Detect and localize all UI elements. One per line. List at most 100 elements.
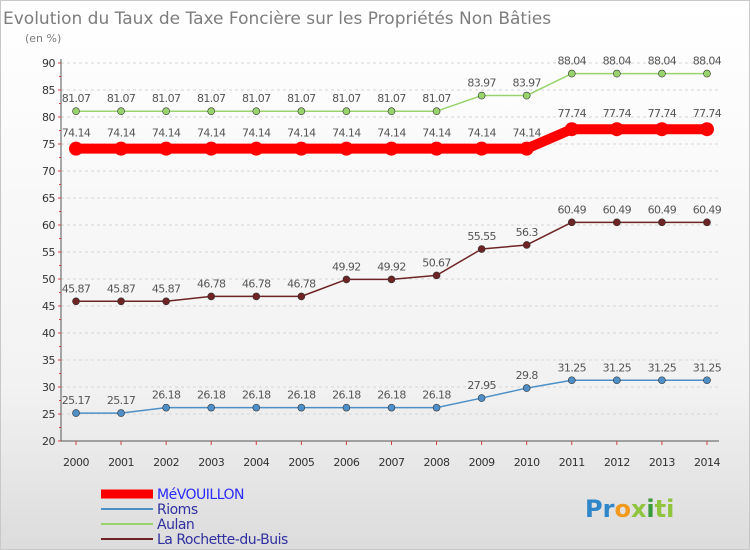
data-label-aulan-2009: 83.97 bbox=[467, 77, 496, 90]
data-label-rochette-2011: 60.49 bbox=[558, 203, 587, 216]
series-mevouillon: 74.14 74.14 74.14 74.14 74.14 74.14 74.14 74.14… bbox=[62, 107, 722, 156]
data-label-aulan-2002: 81.07 bbox=[152, 92, 181, 105]
data-label-rioms-2005: 26.18 bbox=[287, 389, 316, 402]
y-tick-label: 55 bbox=[42, 246, 55, 259]
data-label-rioms-2007: 26.18 bbox=[377, 389, 406, 402]
data-label-rioms-2012: 31.25 bbox=[603, 361, 632, 374]
chart-subtitle: (en %) bbox=[25, 32, 61, 45]
x-tick-label: 2010 bbox=[514, 456, 540, 469]
logo-letter: x bbox=[631, 495, 647, 523]
data-label-mevouillon-2003: 74.14 bbox=[197, 127, 226, 140]
y-tick-label: 75 bbox=[42, 138, 55, 151]
data-point-rioms-2014 bbox=[703, 376, 711, 385]
y-tick-label: 80 bbox=[42, 111, 55, 124]
data-point-aulan-2007 bbox=[387, 107, 396, 116]
data-point-mevouillon-2009 bbox=[474, 141, 489, 156]
data-label-aulan-2006: 81.07 bbox=[332, 92, 361, 105]
data-label-aulan-2007: 81.07 bbox=[377, 92, 406, 105]
data-point-rochette-2010 bbox=[522, 241, 531, 249]
data-point-rochette-2000 bbox=[72, 297, 80, 306]
data-label-mevouillon-2010: 74.14 bbox=[512, 127, 541, 140]
y-tick-label: 65 bbox=[42, 192, 55, 205]
x-tick-label: 2014 bbox=[694, 456, 720, 469]
x-tick-label: 2001 bbox=[108, 456, 134, 469]
data-point-rioms-2007 bbox=[387, 403, 396, 412]
data-label-aulan-2003: 81.07 bbox=[197, 92, 226, 105]
data-point-aulan-2014 bbox=[703, 69, 711, 78]
data-point-rochette-2005 bbox=[297, 292, 306, 301]
data-label-mevouillon-2005: 74.14 bbox=[287, 127, 316, 140]
logo-letter: i bbox=[646, 495, 654, 523]
x-tick-label: 2009 bbox=[469, 456, 495, 469]
data-point-rioms-2004 bbox=[252, 403, 261, 412]
data-label-rochette-2000: 45.87 bbox=[62, 282, 91, 295]
y-tick-label: 30 bbox=[42, 381, 55, 394]
y-tick-label: 90 bbox=[42, 57, 55, 70]
y-tick-label: 45 bbox=[42, 300, 55, 313]
data-label-rioms-2009: 27.95 bbox=[467, 379, 496, 392]
logo-letter: o bbox=[614, 495, 631, 523]
data-label-rioms-2010: 29.8 bbox=[516, 369, 539, 382]
data-label-rochette-2010: 56.3 bbox=[516, 226, 539, 239]
y-tick-label: 25 bbox=[42, 408, 55, 421]
data-label-rochette-2002: 45.87 bbox=[152, 282, 181, 295]
data-point-rioms-2011 bbox=[567, 376, 576, 385]
data-point-mevouillon-2003 bbox=[204, 141, 219, 156]
data-label-mevouillon-2000: 74.14 bbox=[62, 127, 91, 140]
data-point-mevouillon-2008 bbox=[429, 141, 444, 156]
data-point-aulan-2011 bbox=[567, 69, 576, 78]
data-point-mevouillon-2012 bbox=[609, 122, 624, 137]
data-label-aulan-2011: 88.04 bbox=[558, 55, 587, 68]
data-label-rioms-2006: 26.18 bbox=[332, 389, 361, 402]
data-point-rioms-2008 bbox=[432, 403, 441, 412]
data-point-rioms-2002 bbox=[162, 403, 170, 412]
logo-letter: r bbox=[603, 495, 615, 523]
y-tick-label: 60 bbox=[42, 219, 55, 232]
data-point-mevouillon-2005 bbox=[294, 141, 309, 156]
y-tick-label: 35 bbox=[42, 354, 55, 367]
y-tick-label: 20 bbox=[42, 435, 55, 448]
data-label-rochette-2008: 50.67 bbox=[422, 256, 451, 269]
grid-lines bbox=[61, 62, 719, 442]
data-label-rioms-2013: 31.25 bbox=[648, 361, 677, 374]
x-tick-label: 2005 bbox=[288, 456, 314, 469]
data-label-aulan-2010: 83.97 bbox=[512, 77, 541, 90]
data-point-rioms-2003 bbox=[207, 403, 216, 412]
data-point-mevouillon-2004 bbox=[249, 141, 264, 156]
data-point-rioms-2006 bbox=[342, 403, 351, 412]
data-point-rochette-2007 bbox=[387, 275, 396, 284]
legend-label-aulan: Aulan bbox=[157, 517, 194, 533]
y-tick-label: 40 bbox=[42, 327, 55, 340]
data-point-rioms-2001 bbox=[117, 409, 125, 417]
data-point-aulan-2006 bbox=[342, 107, 351, 116]
data-point-mevouillon-2007 bbox=[384, 141, 399, 156]
data-label-mevouillon-2007: 74.14 bbox=[377, 127, 406, 140]
data-label-rochette-2014: 60.49 bbox=[693, 203, 722, 216]
data-point-rochette-2006 bbox=[342, 275, 351, 284]
data-label-aulan-2014: 88.04 bbox=[693, 55, 722, 68]
data-point-rochette-2012 bbox=[613, 218, 621, 227]
data-point-rioms-2013 bbox=[658, 376, 666, 385]
data-point-mevouillon-2014 bbox=[699, 122, 714, 137]
data-label-aulan-2005: 81.07 bbox=[287, 92, 316, 105]
axes bbox=[60, 59, 719, 442]
y-tick-label: 85 bbox=[42, 84, 55, 97]
data-label-mevouillon-2002: 74.14 bbox=[152, 127, 181, 140]
y-axis-ticks: 20 25 30 35 40 45 50 55 60 65 70 75 80 85 90 bbox=[42, 57, 61, 448]
x-tick-label: 2012 bbox=[604, 456, 630, 469]
data-point-aulan-2009 bbox=[477, 91, 486, 100]
data-point-aulan-2010 bbox=[522, 91, 531, 100]
data-point-rochette-2004 bbox=[252, 292, 261, 301]
x-tick-label: 2000 bbox=[63, 456, 89, 469]
legend-label-mevouillon: MéVOUILLON bbox=[157, 487, 244, 503]
x-tick-label: 2004 bbox=[243, 456, 269, 469]
data-point-mevouillon-2011 bbox=[564, 122, 579, 137]
data-point-mevouillon-2006 bbox=[339, 141, 354, 156]
data-label-aulan-2008: 81.07 bbox=[422, 92, 451, 105]
data-point-aulan-2013 bbox=[658, 69, 666, 78]
logo-letter: P bbox=[585, 495, 603, 523]
data-label-rioms-2000: 25.17 bbox=[62, 394, 91, 407]
data-point-mevouillon-2002 bbox=[159, 141, 174, 156]
data-label-mevouillon-2013: 77.74 bbox=[648, 107, 677, 120]
